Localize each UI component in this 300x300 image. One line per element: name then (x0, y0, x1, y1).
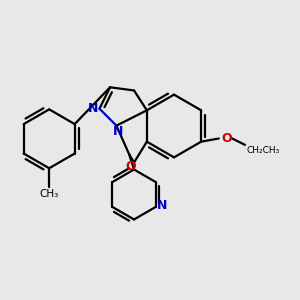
Text: CH₂CH₃: CH₂CH₃ (247, 146, 280, 155)
Text: O: O (125, 160, 136, 173)
Text: N: N (157, 199, 167, 212)
Text: O: O (221, 132, 232, 145)
Text: CH₃: CH₃ (40, 189, 59, 199)
Text: N: N (88, 102, 98, 115)
Text: N: N (113, 125, 123, 138)
